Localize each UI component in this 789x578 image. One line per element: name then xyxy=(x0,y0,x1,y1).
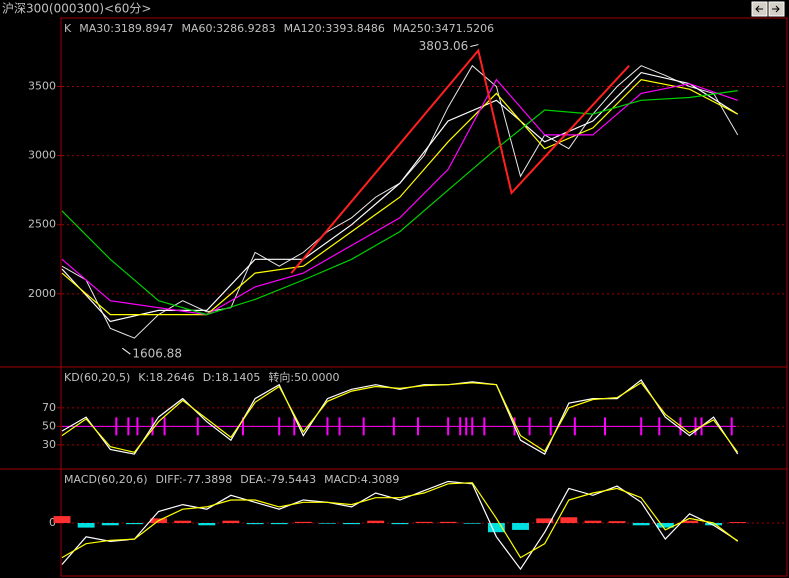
indicator-label: K:18.2646 xyxy=(138,371,194,384)
indicator-line xyxy=(61,382,739,453)
macd-bar xyxy=(294,521,312,523)
macd-bar xyxy=(656,523,674,528)
macd-bar xyxy=(391,523,409,525)
macd-bar xyxy=(729,522,747,523)
y-tick-label: 0 xyxy=(49,516,56,529)
nav-buttons[interactable] xyxy=(751,1,785,17)
macd-bar xyxy=(632,523,650,526)
macd-bar xyxy=(487,523,505,533)
macd-bar xyxy=(415,521,433,523)
trend-line xyxy=(290,48,630,274)
window-title: 沪深300(000300)<60分> xyxy=(2,2,151,16)
macd-bar xyxy=(512,523,529,530)
indicator-label: MA30:3189.8947 xyxy=(79,22,173,35)
indicator-label: MA60:3286.9283 xyxy=(181,22,275,35)
macd-bar xyxy=(198,523,216,526)
macd-bar xyxy=(705,523,723,526)
y-tick-label: 3500 xyxy=(28,79,56,92)
indicator-label: MA250:3471.5206 xyxy=(393,22,494,35)
macd-bar xyxy=(367,520,385,523)
y-tick-label: 50 xyxy=(42,419,56,432)
indicator-label: MACD(60,20,6) xyxy=(64,473,148,486)
macd-bar xyxy=(439,521,457,523)
macd-bar xyxy=(222,520,240,523)
y-tick-label: 30 xyxy=(42,438,56,451)
y-tick-label: 2000 xyxy=(28,287,56,300)
prev-icon xyxy=(755,5,763,13)
indicator-label: D:18.1405 xyxy=(203,371,261,384)
indicator-label: KD(60,20,5) xyxy=(64,371,130,384)
annotation: 1606.88 xyxy=(132,347,182,361)
indicator-label: 转向:50.0000 xyxy=(268,370,339,384)
annotation-pointer xyxy=(470,44,479,48)
annotation: 3803.06 xyxy=(419,39,469,53)
y-tick-label: 2500 xyxy=(28,218,56,231)
macd-bar xyxy=(246,523,264,525)
indicator-line xyxy=(61,482,739,559)
indicator-label: MA120:3393.8486 xyxy=(284,22,385,35)
indicator-line xyxy=(61,78,738,316)
macd-bar xyxy=(463,523,481,524)
macd-bar xyxy=(343,523,361,525)
indicator-line xyxy=(61,90,738,316)
macd-bar xyxy=(584,520,602,523)
indicator-line xyxy=(61,78,738,316)
annotation-pointer xyxy=(122,347,131,355)
indicator-label: K xyxy=(64,22,72,35)
indicator-label: DEA:-79.5443 xyxy=(240,473,316,486)
indicator-label: MACD:4.3089 xyxy=(324,473,399,486)
macd-bar xyxy=(608,521,626,523)
next-icon xyxy=(772,5,780,13)
macd-bar xyxy=(536,518,554,523)
indicator-label: DIFF:-77.3898 xyxy=(156,473,233,486)
macd-bar xyxy=(319,523,336,524)
macd-bar xyxy=(270,523,288,525)
macd-bar xyxy=(174,520,192,523)
macd-bar xyxy=(560,517,578,523)
macd-bar xyxy=(125,523,143,525)
macd-bar xyxy=(101,523,119,526)
macd-bar xyxy=(681,520,698,523)
y-tick-label: 3000 xyxy=(28,149,56,162)
y-tick-label: 70 xyxy=(42,401,56,414)
macd-bar xyxy=(77,523,95,528)
macd-bar xyxy=(53,516,71,523)
frame xyxy=(60,17,788,577)
